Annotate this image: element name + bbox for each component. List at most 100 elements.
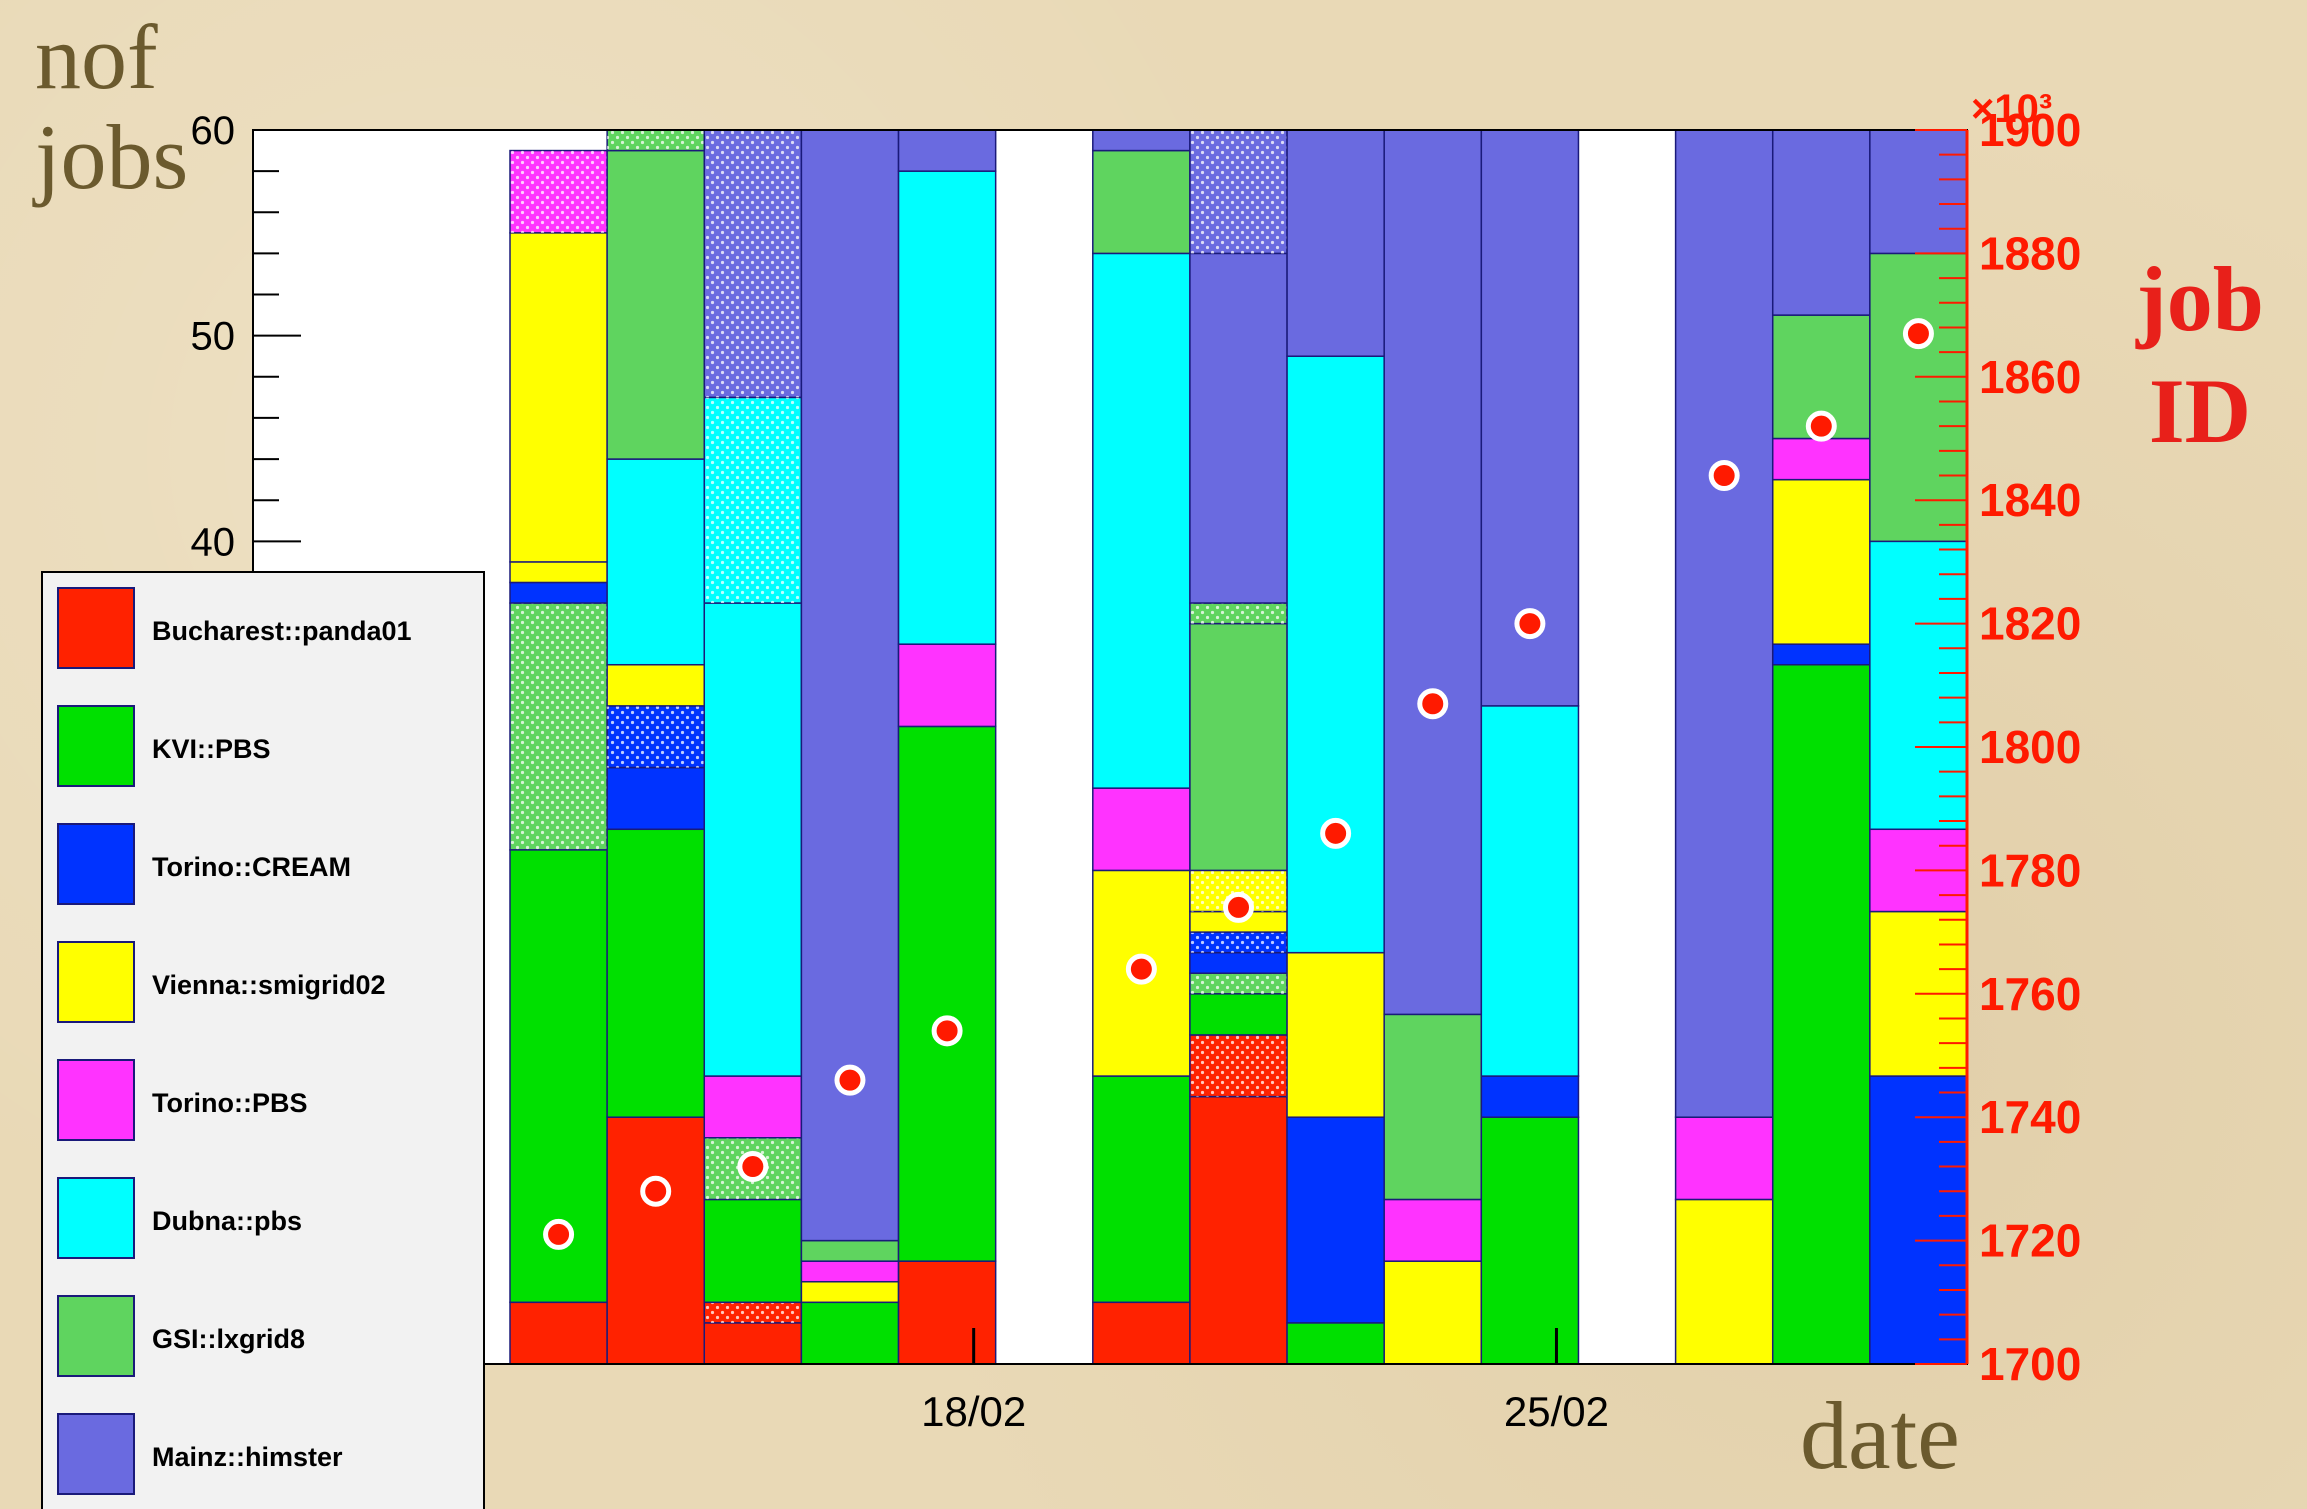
y-tick-label: 40 xyxy=(191,520,236,564)
bar-hatch-gsi-lxgrid8 xyxy=(1189,603,1288,624)
bar-dubna-pbs xyxy=(1286,355,1385,954)
bar-torino-pbs xyxy=(703,1075,803,1139)
bar-dubna-pbs xyxy=(703,602,803,1077)
bar-kvi-pbs xyxy=(1189,993,1288,1036)
bar-dubna-pbs xyxy=(897,170,997,645)
bar-kvi-pbs xyxy=(1480,1116,1580,1365)
y2-tick-label: 1900 xyxy=(1979,104,2081,156)
y2-tick-label: 1800 xyxy=(1979,721,2081,773)
legend-swatch-dubna-pbs xyxy=(57,1177,135,1259)
bar-gsi-lxgrid8 xyxy=(800,1239,900,1262)
job-id-point xyxy=(543,1218,575,1250)
x-tick-label: 18/02 xyxy=(921,1388,1026,1435)
bar-vienna-smigrid02 xyxy=(509,561,608,584)
bar-gsi-lxgrid8 xyxy=(606,149,706,460)
bar-torino-cream xyxy=(606,766,706,831)
axis-titles: nof jobs job ID date xyxy=(32,6,2264,1489)
bar-mainz-himster xyxy=(800,129,900,1242)
y2-tick-label: 1840 xyxy=(1979,474,2081,526)
bar-vienna-smigrid02 xyxy=(1286,951,1385,1118)
bar-hatch-torino-cream xyxy=(1189,932,1288,953)
bar-torino-pbs xyxy=(1771,437,1871,481)
y2-tick-label: 1760 xyxy=(1979,968,2081,1020)
bar-kvi-pbs xyxy=(703,1198,803,1304)
job-id-point xyxy=(834,1064,866,1096)
job-id-point xyxy=(737,1151,769,1183)
bar-bucharest-panda01 xyxy=(1092,1301,1191,1365)
job-id-point xyxy=(1514,608,1546,640)
bar-mainz-himster xyxy=(1383,129,1483,1016)
legend-label-torino-cream: Torino::CREAM xyxy=(152,852,351,882)
bar-dubna-pbs xyxy=(1480,705,1580,1077)
bar-torino-cream xyxy=(1189,951,1288,974)
legend-label-kvi-pbs: KVI::PBS xyxy=(152,734,271,764)
bar-dubna-pbs xyxy=(1092,252,1191,789)
axes-layer: 40 50 60 1700 1720 1740 1760 1780 1800 1820 1840 18… xyxy=(191,87,2082,1435)
bar-torino-pbs xyxy=(1092,787,1191,872)
bar-bucharest-panda01 xyxy=(1189,1095,1288,1365)
bar-bucharest-panda01 xyxy=(606,1116,706,1365)
bar-dubna-pbs xyxy=(1869,540,1968,831)
bar-hatch-gsi-lxgrid8 xyxy=(607,130,705,151)
bar-mainz-himster xyxy=(897,129,997,172)
x-tick-label: 25/02 xyxy=(1504,1388,1609,1435)
bar-hatch-bucharest-panda01 xyxy=(1189,1034,1288,1097)
legend-label-gsi-lxgrid8: GSI::lxgrid8 xyxy=(152,1324,305,1354)
bar-kvi-pbs xyxy=(606,828,706,1118)
bar-mainz-himster xyxy=(1869,129,1968,255)
legend-label-dubna-pbs: Dubna::pbs xyxy=(152,1206,302,1236)
bar-hatch-dubna-pbs xyxy=(704,397,802,604)
legend-label-mainz-himster: Mainz::himster xyxy=(152,1442,343,1472)
bar-vienna-smigrid02 xyxy=(1383,1260,1483,1365)
bar-vienna-smigrid02 xyxy=(800,1280,900,1304)
bars-layer xyxy=(253,129,1968,1365)
bar-kvi-pbs xyxy=(800,1301,900,1365)
bar-gsi-lxgrid8 xyxy=(1383,1013,1483,1201)
bar-torino-pbs xyxy=(897,643,997,728)
bar-bucharest-panda01 xyxy=(897,1260,997,1365)
job-id-point xyxy=(640,1175,672,1207)
bar-torino-cream xyxy=(1869,1075,1968,1365)
bar-hatch-torino-pbs xyxy=(510,150,608,233)
bar-vienna-smigrid02 xyxy=(509,232,608,563)
legend-label-torino-pbs: Torino::PBS xyxy=(152,1088,307,1118)
bar-vienna-smigrid02 xyxy=(1771,478,1871,645)
bar-kvi-pbs xyxy=(897,725,997,1262)
y2-tick-label: 1740 xyxy=(1979,1091,2081,1143)
job-id-points xyxy=(543,318,1934,1250)
bar-torino-pbs xyxy=(1674,1116,1774,1201)
legend-swatch-torino-pbs xyxy=(57,1059,135,1141)
job-id-point xyxy=(1805,410,1837,442)
legend-label-vienna-smigrid02: Vienna::smigrid02 xyxy=(152,970,386,1000)
bar-hatch-bucharest-panda01 xyxy=(704,1302,802,1323)
bar-hatch-gsi-lxgrid8 xyxy=(1189,973,1288,994)
legend-swatch-vienna-smigrid02 xyxy=(57,941,135,1023)
y2-axis-title: job ID xyxy=(2135,248,2264,462)
legend-swatch-torino-cream xyxy=(57,823,135,905)
bar-bucharest-panda01 xyxy=(703,1322,803,1365)
bar-hatch-gsi-lxgrid8 xyxy=(510,603,608,850)
bar-hatch-mainz-himster xyxy=(1189,130,1288,254)
bar-hatch-torino-cream xyxy=(607,705,705,768)
y2-tick-label: 1780 xyxy=(1979,844,2081,896)
bar-torino-cream xyxy=(1286,1116,1385,1324)
job-id-point xyxy=(1902,318,1934,350)
legend-swatch-bucharest-panda01 xyxy=(57,587,135,669)
bar-torino-pbs xyxy=(1383,1198,1483,1262)
bar-kvi-pbs xyxy=(1771,663,1871,1365)
bar-vienna-smigrid02 xyxy=(606,663,706,707)
y2-tick-label: 1720 xyxy=(1979,1215,2081,1267)
x-axis-title: date xyxy=(1800,1382,1960,1489)
bar-mainz-himster xyxy=(1674,129,1774,1118)
bar-hatch-mainz-himster xyxy=(704,130,802,398)
bar-mainz-himster xyxy=(1189,252,1288,604)
job-id-point xyxy=(931,1015,963,1047)
y2-tick-label: 1860 xyxy=(1979,351,2081,403)
y2-tick-label: 1820 xyxy=(1979,598,2081,650)
bar-gsi-lxgrid8 xyxy=(1092,149,1191,255)
bar-kvi-pbs xyxy=(1286,1322,1385,1365)
bar-dubna-pbs xyxy=(606,458,706,666)
bar-torino-cream xyxy=(1480,1075,1580,1118)
job-id-point xyxy=(1125,953,1157,985)
job-id-point xyxy=(1708,460,1740,492)
